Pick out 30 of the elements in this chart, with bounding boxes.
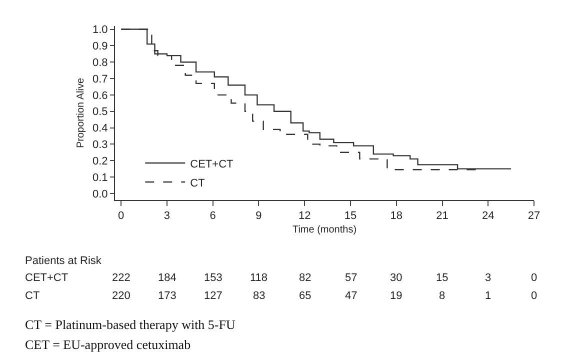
y-tick-label: 0.9 bbox=[92, 40, 108, 53]
x-tick-label: 9 bbox=[256, 210, 262, 222]
text: CT = Platinum-based therapy with 5-FU bbox=[25, 317, 236, 332]
x-tick-label: 15 bbox=[344, 210, 357, 222]
x-tick-label: 27 bbox=[528, 210, 540, 222]
x-tick-label: 0 bbox=[118, 210, 124, 222]
text: CET = EU-approved cetuximab bbox=[25, 337, 191, 352]
y-tick-label: 0.1 bbox=[92, 172, 108, 184]
x-tick-label: 12 bbox=[298, 210, 311, 222]
y-tick-label: 0.4 bbox=[92, 122, 108, 135]
y-tick-label: 0.6 bbox=[92, 90, 108, 102]
x-tick-label: 21 bbox=[436, 210, 448, 222]
y-tick-label: 0.5 bbox=[92, 106, 108, 118]
x-axis-title: Time (months) bbox=[292, 224, 357, 236]
y-tick-label: 0.7 bbox=[92, 73, 108, 86]
y-tick-label: 0.2 bbox=[92, 155, 108, 168]
x-tick-label: 24 bbox=[482, 210, 494, 222]
y-tick-label: 1.0 bbox=[92, 24, 108, 36]
x-tick-label: 6 bbox=[210, 210, 216, 222]
text: CT 220 173 127 83 65 47 19 8 1 0 bbox=[25, 290, 538, 302]
x-tick-label: 18 bbox=[390, 210, 402, 222]
text: CET+CT 222 184 153 118 82 57 30 15 3 0 bbox=[25, 272, 538, 284]
legend-label: CET+CT bbox=[190, 158, 234, 170]
x-tick-label: 3 bbox=[164, 210, 170, 222]
y-tick-label: 0.8 bbox=[92, 56, 108, 69]
y-tick-label: 0.3 bbox=[92, 139, 108, 152]
legend-label: CT bbox=[190, 177, 206, 190]
y-axis-title: Proportion Alive bbox=[76, 78, 87, 148]
text: Patients at Risk bbox=[25, 255, 102, 267]
y-tick-label: 0.0 bbox=[92, 188, 108, 200]
